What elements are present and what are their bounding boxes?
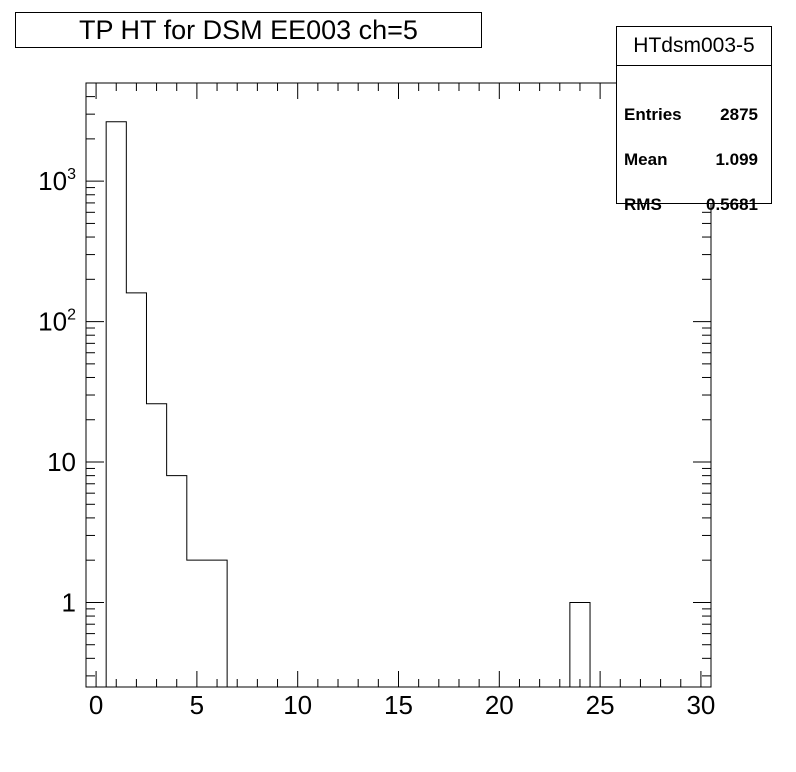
y-tick-label: 103 [38, 166, 76, 196]
stats-label: Mean [624, 150, 668, 169]
stats-value: 0.5681 [706, 195, 758, 214]
stats-histogram-name: HTdsm003-5 [617, 27, 771, 66]
x-tick-label: 20 [485, 690, 514, 720]
x-axis-ticks [95, 83, 702, 687]
x-tick-label: 25 [586, 690, 615, 720]
y-tick-label: 10 [47, 447, 76, 477]
x-tick-label: 0 [89, 690, 103, 720]
stats-value: 1.099 [715, 150, 758, 169]
y-axis-tick-labels: 1 10 102 103 [38, 166, 76, 617]
stats-row-mean: Mean 1.099 [617, 150, 771, 174]
histogram-bars [106, 122, 590, 687]
histogram-bar [207, 560, 227, 687]
histogram-bar [570, 602, 590, 687]
stats-box: HTdsm003-5 Entries 2875 Mean 1.099 RMS 0… [616, 26, 772, 214]
histogram-outline [105, 121, 591, 687]
x-tick-label: 30 [686, 690, 715, 720]
y-tick-label: 102 [38, 307, 76, 337]
stats-row-rms: RMS 0.5681 [617, 195, 771, 219]
histogram-bar [167, 476, 187, 687]
chart-title: TP HT for DSM EE003 ch=5 [15, 12, 482, 48]
x-tick-label: 15 [384, 690, 413, 720]
x-axis-tick-labels: 0 5 10 15 20 25 30 [89, 690, 716, 720]
histogram-bar [126, 293, 146, 687]
histogram-bar [187, 560, 207, 687]
x-tick-label: 5 [190, 690, 204, 720]
histogram-bar [106, 122, 126, 687]
y-tick-label: 1 [62, 587, 76, 617]
stats-value: 2875 [720, 105, 758, 124]
histogram-bar [146, 404, 166, 687]
x-tick-label: 10 [283, 690, 312, 720]
stats-label: Entries [624, 105, 682, 124]
stats-label: RMS [624, 195, 662, 214]
stats-row-entries: Entries 2875 [617, 105, 771, 129]
